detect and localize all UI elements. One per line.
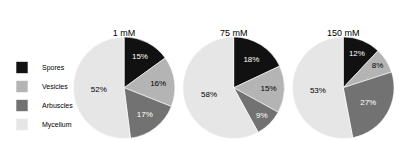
svg-text:17%: 17% [137, 110, 153, 119]
svg-text:53%: 53% [310, 86, 326, 95]
svg-text:Spores: Spores [42, 64, 65, 72]
svg-text:8%: 8% [372, 61, 384, 70]
svg-text:15%: 15% [261, 84, 277, 93]
svg-text:52%: 52% [91, 85, 107, 94]
svg-text:1 mM: 1 mM [113, 28, 136, 38]
svg-text:150 mM: 150 mM [327, 28, 360, 38]
svg-text:16%: 16% [150, 79, 166, 88]
svg-text:27%: 27% [360, 98, 376, 107]
svg-text:15%: 15% [132, 52, 148, 61]
svg-text:Vesicles: Vesicles [42, 83, 68, 90]
svg-text:58%: 58% [201, 90, 217, 99]
svg-text:9%: 9% [256, 111, 268, 120]
svg-text:12%: 12% [349, 49, 365, 58]
svg-text:Mycelium: Mycelium [42, 121, 72, 129]
svg-text:75 mM: 75 mM [220, 28, 248, 38]
svg-text:Arbuscles: Arbuscles [42, 102, 73, 109]
svg-text:18%: 18% [243, 55, 259, 64]
